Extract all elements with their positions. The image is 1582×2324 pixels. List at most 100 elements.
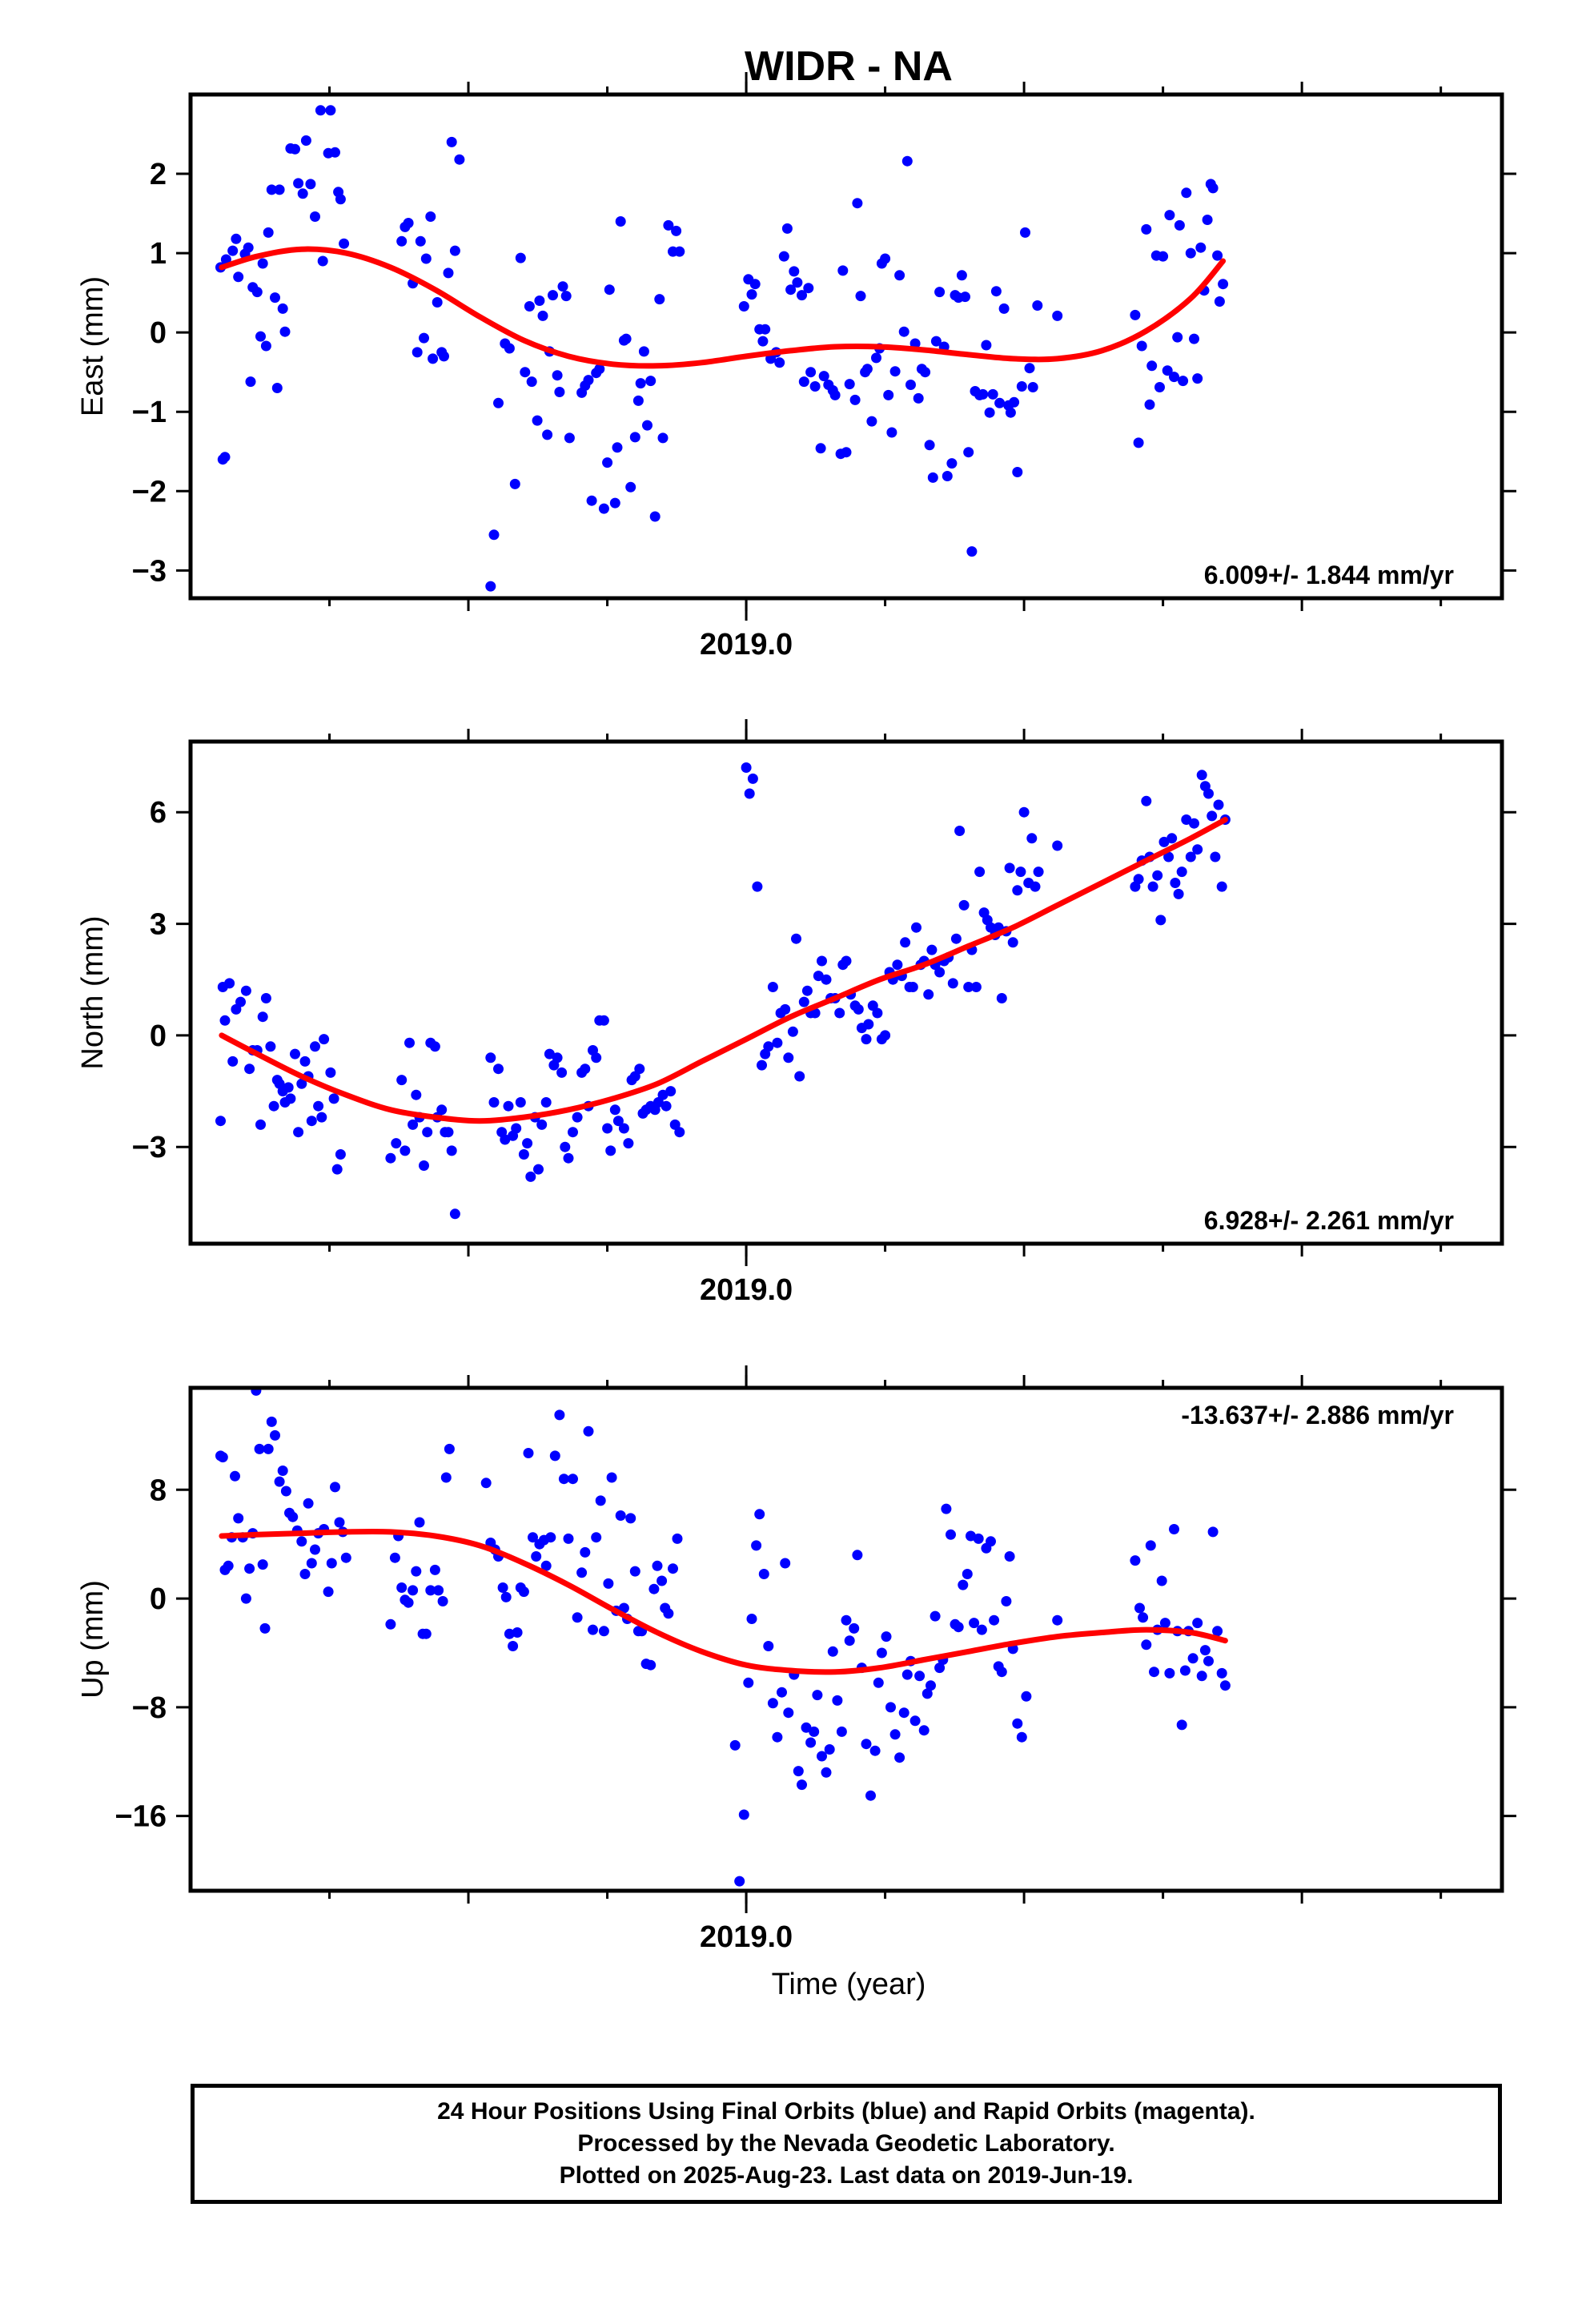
data-point bbox=[1016, 1731, 1027, 1743]
data-point bbox=[257, 1011, 268, 1023]
data-point bbox=[663, 219, 674, 231]
data-point bbox=[791, 933, 801, 944]
data-point bbox=[554, 1409, 565, 1421]
data-point bbox=[1164, 1667, 1175, 1679]
data-point bbox=[1159, 1618, 1170, 1629]
panel-east-xtick-label: 2019.0 bbox=[700, 628, 793, 661]
data-point bbox=[500, 1591, 512, 1602]
y-tick-label: 2 bbox=[150, 158, 167, 191]
data-point bbox=[605, 1145, 616, 1156]
data-point bbox=[1164, 210, 1175, 221]
data-point bbox=[243, 242, 254, 253]
data-point bbox=[598, 503, 609, 514]
data-point bbox=[1189, 818, 1199, 829]
data-point bbox=[493, 1063, 504, 1075]
data-point bbox=[576, 1567, 588, 1578]
data-point bbox=[572, 1112, 583, 1123]
data-point bbox=[942, 471, 953, 481]
data-point bbox=[780, 1003, 791, 1015]
data-point bbox=[841, 447, 852, 458]
data-point bbox=[603, 1578, 614, 1589]
data-point bbox=[1169, 372, 1179, 383]
data-point bbox=[1015, 866, 1026, 878]
data-point bbox=[777, 1687, 787, 1698]
data-point bbox=[947, 978, 958, 989]
data-point bbox=[901, 1669, 913, 1680]
data-point bbox=[280, 1486, 291, 1497]
data-point bbox=[449, 1208, 460, 1220]
data-point bbox=[866, 416, 877, 427]
data-point bbox=[540, 1097, 552, 1108]
data-point bbox=[885, 1702, 896, 1713]
data-point bbox=[1030, 881, 1041, 892]
data-point bbox=[504, 1628, 515, 1639]
data-point bbox=[598, 1015, 609, 1026]
data-point bbox=[849, 1622, 860, 1634]
data-point bbox=[290, 143, 300, 155]
data-point bbox=[974, 866, 986, 878]
data-point bbox=[923, 989, 934, 1000]
data-point bbox=[257, 1559, 268, 1570]
data-point bbox=[853, 1003, 864, 1015]
data-point bbox=[297, 188, 308, 199]
data-point bbox=[815, 443, 826, 454]
data-point bbox=[315, 105, 326, 116]
data-point bbox=[1196, 770, 1207, 781]
data-point bbox=[946, 1529, 956, 1540]
data-point bbox=[642, 420, 652, 431]
data-point bbox=[230, 1470, 240, 1482]
data-point bbox=[1210, 851, 1221, 862]
data-point bbox=[1202, 215, 1213, 225]
data-point bbox=[751, 1540, 762, 1551]
data-point bbox=[412, 347, 423, 358]
data-point bbox=[661, 1100, 672, 1112]
data-point bbox=[918, 1725, 930, 1736]
data-point bbox=[657, 1089, 669, 1100]
data-point bbox=[996, 1667, 1007, 1678]
data-point bbox=[648, 1583, 660, 1594]
data-point bbox=[436, 1104, 448, 1116]
y-tick-label: −3 bbox=[132, 1131, 167, 1164]
panel-up-ylabel: Up (mm) bbox=[76, 1580, 110, 1699]
data-point bbox=[1032, 300, 1043, 311]
data-point bbox=[1133, 874, 1144, 885]
data-point bbox=[1156, 1575, 1167, 1586]
data-point bbox=[425, 211, 436, 222]
data-point bbox=[743, 1677, 754, 1688]
data-point bbox=[525, 1171, 536, 1182]
data-point bbox=[1178, 376, 1189, 387]
data-point bbox=[635, 378, 646, 389]
data-point bbox=[1149, 1667, 1159, 1678]
data-point bbox=[657, 432, 669, 444]
data-point bbox=[989, 1614, 1000, 1626]
data-point bbox=[420, 253, 432, 264]
data-point bbox=[563, 1152, 574, 1164]
data-point bbox=[235, 996, 246, 1007]
data-point bbox=[536, 1119, 548, 1130]
data-point bbox=[408, 1585, 419, 1596]
data-point bbox=[1141, 795, 1152, 806]
data-point bbox=[508, 1641, 519, 1651]
footer-line-3: Plotted on 2025-Aug-23. Last data on 201… bbox=[559, 2162, 1134, 2189]
panel-up-xtick-label: 2019.0 bbox=[700, 1920, 793, 1954]
panel-up-fit-line bbox=[219, 1528, 1228, 1675]
data-point bbox=[274, 184, 285, 195]
panel-up: 8 0 −8 −16 Up (mm) -13.637+/- 2.886 mm/yr 2… bbox=[76, 1365, 1516, 1954]
data-point bbox=[325, 105, 336, 116]
data-point bbox=[787, 1026, 798, 1037]
data-point bbox=[290, 1048, 300, 1059]
data-point bbox=[331, 1164, 343, 1175]
data-point bbox=[287, 1511, 299, 1522]
data-point bbox=[537, 310, 548, 321]
data-point bbox=[926, 1680, 936, 1691]
data-point bbox=[1169, 1524, 1179, 1534]
data-point bbox=[834, 1007, 845, 1019]
data-point bbox=[512, 1627, 523, 1638]
data-point bbox=[832, 1695, 843, 1706]
data-point bbox=[518, 1586, 529, 1598]
data-point bbox=[873, 1677, 884, 1688]
panel-north-xtick-label: 2019.0 bbox=[700, 1273, 793, 1307]
data-point bbox=[1192, 373, 1203, 384]
data-point bbox=[334, 1517, 345, 1528]
data-point bbox=[515, 252, 526, 263]
